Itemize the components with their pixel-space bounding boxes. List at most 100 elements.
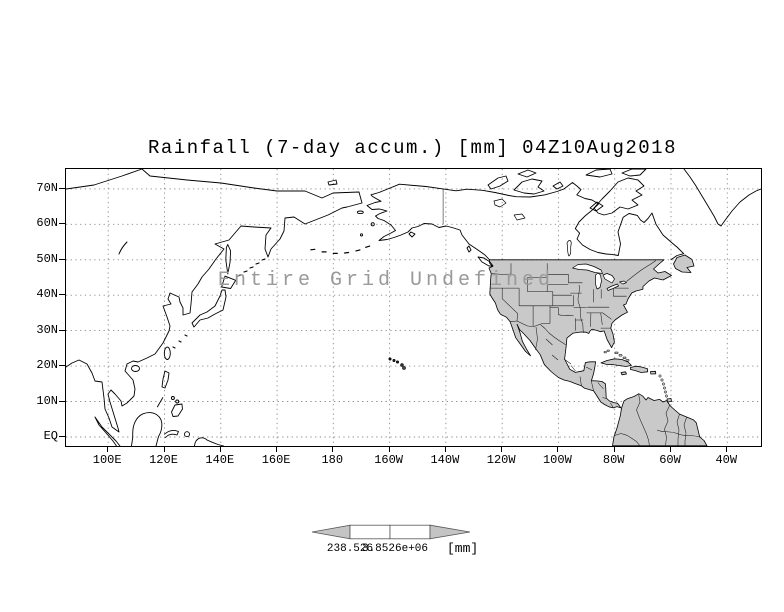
x-axis-label: 160W [374,453,403,467]
y-axis-label: 70N [36,180,58,195]
islands-kuriles [237,258,266,277]
island-visayas-2 [175,399,180,404]
island-kodiak [408,231,416,238]
island-victoria [513,178,545,195]
coastlines [66,169,761,446]
island-devon [585,169,613,178]
shaded-south-america [612,393,708,446]
coastline-alaska-canada [366,182,685,261]
colorbar-cell-2 [389,524,431,540]
x-axis-tick [444,446,446,452]
colorbar-unit-label: [mm] [447,541,479,556]
colorbar-label-low: 238.526 [326,543,374,555]
colorbar-arrow [311,524,471,540]
lake-michigan [595,272,602,290]
x-axis-tick [557,446,559,452]
x-axis-label: 60W [659,453,681,467]
island-palawan [156,397,164,408]
x-axis-tick [219,446,221,452]
island-mindanao [171,403,183,417]
x-axis-tick [613,446,615,452]
x-axis-tick [726,446,728,452]
x-axis-label: 40W [715,453,738,467]
islands-bahamas [603,349,630,362]
island-vancouver [477,256,494,267]
coastline-asia [66,169,363,433]
island-wrangel [327,179,338,186]
mexico-central-america-borders [535,326,614,409]
island-nunivak [370,222,375,227]
island-melville [517,169,537,178]
colorbar-right-arrow [429,524,471,540]
island-halmahera [184,431,190,438]
island-ellesmere [621,169,647,177]
x-axis-label: 80W [602,453,625,467]
island-borneo [131,412,163,446]
south-america-borders [614,394,700,446]
island-visayas [170,396,175,400]
x-axis-label: 120W [486,453,516,467]
colorbar-left-arrow [311,524,351,540]
x-axis-tick [163,446,165,452]
y-axis-label: 50N [36,251,58,266]
colorbar-label-high: 3.8526e+06 [361,543,428,555]
x-axis-label: 180 [321,453,344,467]
x-axis-tick [107,446,109,452]
x-axis-tick [501,446,503,452]
shaded-land-region [488,254,708,446]
x-axis-label: 100W [542,453,572,467]
state-country-borders [442,188,700,446]
island-hainan [131,365,140,372]
lake-great-slave [513,213,526,221]
y-axis-label: 30N [36,322,58,337]
y-axis-label: 60N [36,216,58,231]
islands-hawaii [388,357,406,370]
colorbar-cell-1 [349,524,391,540]
islands-lesser-antilles [658,374,668,398]
x-axis-tick [276,446,278,452]
x-axis-label: 100E [92,453,122,467]
x-axis-tick [332,446,334,452]
grid-undefined-message: Entire Grid Undefined [217,269,555,292]
lake-baikal [118,241,128,255]
island-taiwan [163,346,171,360]
island-st-lawrence [356,210,364,215]
y-axis-tick [59,436,65,437]
y-axis-tick [59,258,65,260]
y-axis-label: 40N [36,287,58,302]
great-lakes [572,263,627,291]
island-southampton [589,201,604,212]
island-puerto-rico [650,370,657,375]
island-hispaniola [630,365,649,373]
island-new-guinea [194,437,225,446]
island-haida-gwaii [466,245,472,253]
island-somerset [552,181,564,190]
lake-great-bear [493,198,507,208]
x-axis-label: 140E [205,453,235,467]
y-axis-tick [59,400,65,402]
island-trinidad [666,398,672,403]
islands-aleutians [310,245,371,254]
x-axis-label: 160E [261,453,291,467]
y-axis-tick [59,329,65,331]
island-jamaica [620,371,627,376]
us-state-borders [490,263,629,334]
y-axis-label: EQ [43,429,58,443]
island-luzon [161,370,170,389]
island-honshu-japan [191,289,227,328]
y-axis-label: 10N [36,393,58,408]
st-lawrence-river [626,260,657,282]
lake-huron [602,273,615,284]
island-hokkaido [221,275,237,289]
colorbar [311,524,471,540]
shaded-newfoundland [673,254,695,273]
x-axis-label: 140W [430,453,460,467]
island-baffin [593,177,645,216]
y-axis-tick [59,223,65,225]
greenland [683,169,761,227]
map-canvas [66,169,761,446]
lake-erie [606,283,619,291]
y-axis-tick [59,294,65,296]
lake-superior [572,263,603,274]
